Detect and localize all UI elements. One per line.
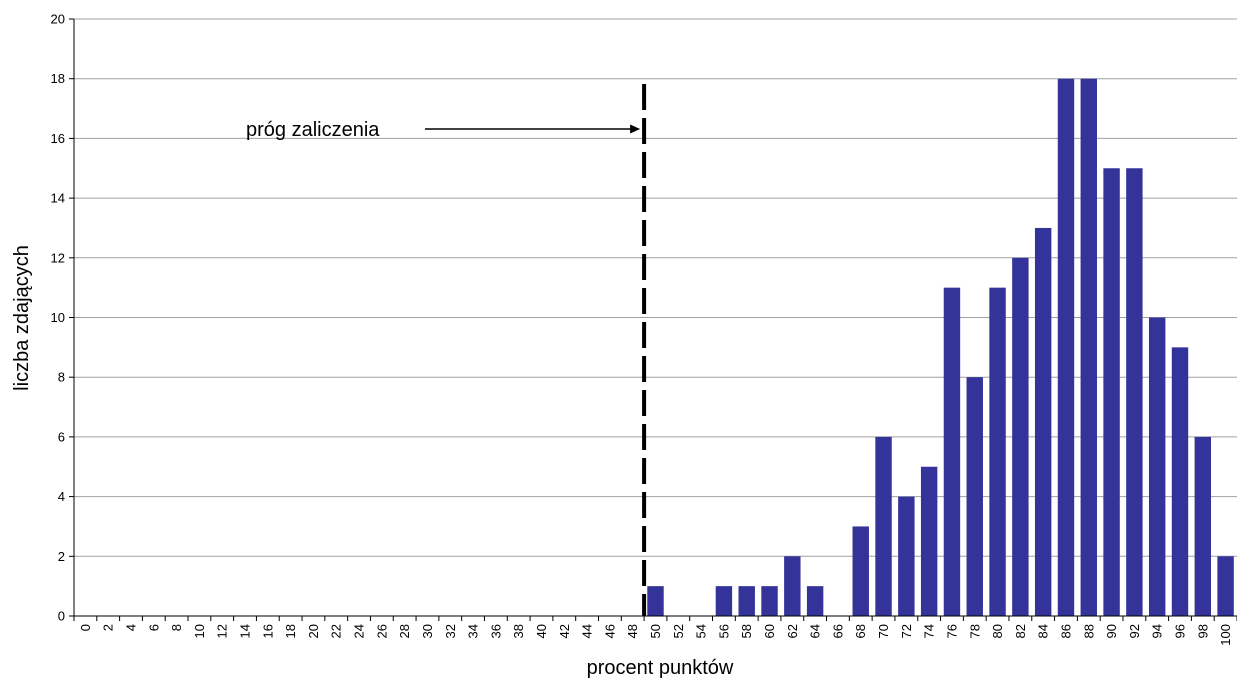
x-tick-label-64: 64 [808,624,823,638]
x-tick-label-20: 20 [306,624,321,638]
x-tick-label-74: 74 [922,624,937,638]
y-tick-label-10: 10 [51,310,65,325]
x-tick-label-82: 82 [1013,624,1028,638]
x-tick-label-100: 100 [1218,624,1233,646]
x-axis-title: procent punktów [587,657,734,679]
bar-96 [1171,347,1189,616]
annotation-arrow-head [630,124,641,134]
x-tick-label-94: 94 [1150,624,1165,638]
x-tick-label-44: 44 [580,624,595,638]
x-tick-label-18: 18 [283,624,298,638]
x-tick-label-96: 96 [1172,624,1187,638]
x-tick-label-4: 4 [124,624,139,631]
bar-70 [875,436,892,616]
x-tick-label-76: 76 [944,624,959,638]
bar-50 [647,586,664,616]
y-tick-label-0: 0 [58,609,65,624]
x-tick-label-58: 58 [739,624,754,638]
x-tick-label-60: 60 [762,624,777,638]
x-tick-label-8: 8 [169,624,184,631]
bar-78 [966,377,983,616]
y-tick-label-14: 14 [51,191,65,206]
x-tick-label-72: 72 [899,624,914,638]
bar-86 [1057,78,1075,616]
x-tick-label-10: 10 [192,624,207,638]
y-tick-label-2: 2 [58,549,65,564]
x-tick-label-36: 36 [488,624,503,638]
x-tick-label-12: 12 [215,624,230,638]
y-tick-labels: 0 2 4 6 8 10 12 14 16 18 20 [51,12,65,624]
x-tick-label-2: 2 [101,624,116,631]
x-tick-label-14: 14 [238,624,253,638]
x-tick-label-80: 80 [990,624,1005,638]
bar-80 [989,287,1006,616]
bar-56 [715,586,733,616]
x-tick-label-52: 52 [671,624,686,638]
x-tick-label-16: 16 [260,624,275,638]
bar-58 [738,586,755,616]
y-tick-label-8: 8 [58,370,65,385]
x-tick-label-42: 42 [557,624,572,638]
y-tick-label-20: 20 [51,12,65,27]
x-tick-label-32: 32 [443,624,458,638]
bar-88 [1080,78,1097,616]
x-tick-label-56: 56 [716,624,731,638]
x-tick-label-46: 46 [602,624,617,638]
gridlines [74,18,1237,557]
x-tick-label-34: 34 [466,624,481,638]
x-tick-label-78: 78 [967,624,982,638]
bars [647,78,1234,616]
y-tick-label-18: 18 [51,71,65,86]
x-tick-label-50: 50 [648,624,663,638]
bar-98 [1194,436,1212,616]
x-tick-label-30: 30 [420,624,435,638]
x-tick-label-28: 28 [397,624,412,638]
x-tick-label-98: 98 [1195,624,1210,638]
x-tick-label-70: 70 [876,624,891,638]
bar-84 [1034,227,1052,616]
y-tick-label-12: 12 [51,250,65,265]
x-tick-labels: 0 2 4 6 8 10 12 14 16 18 20 22 24 26 28 30 32 34 36 38 40 42 4… [78,624,1233,646]
x-tick-label-0: 0 [78,624,93,631]
annotation-label: próg zaliczenia [246,119,380,141]
y-tick-label-4: 4 [58,489,65,504]
bar-72 [898,496,915,616]
x-tick-label-68: 68 [853,624,868,638]
x-tick-label-62: 62 [785,624,800,638]
y-axis-title: liczba zdających [11,245,33,391]
bar-60 [761,586,778,616]
x-tick-label-88: 88 [1081,624,1096,638]
bar-64 [806,586,824,616]
threshold-annotation: próg zaliczenia [246,84,647,616]
x-tick-label-40: 40 [534,624,549,638]
x-tick-label-6: 6 [146,624,161,631]
bar-94 [1148,317,1166,616]
x-tick-label-38: 38 [511,624,526,638]
y-tick-label-6: 6 [58,429,65,444]
x-tick-label-54: 54 [694,624,709,638]
bar-90 [1103,168,1120,616]
axes [69,18,1237,621]
x-tick-label-24: 24 [352,624,367,638]
bar-100 [1217,556,1234,616]
bar-74 [920,466,938,616]
bar-82 [1012,257,1029,616]
x-tick-label-90: 90 [1104,624,1119,638]
bar-76 [943,287,961,616]
x-tick-label-92: 92 [1127,624,1142,638]
bar-62 [784,556,801,616]
x-tick-label-22: 22 [329,624,344,638]
x-tick-label-66: 66 [830,624,845,638]
y-tick-label-16: 16 [51,131,65,146]
bar-68 [852,526,869,616]
x-tick-label-84: 84 [1036,624,1051,638]
x-tick-label-26: 26 [374,624,389,638]
x-tick-label-48: 48 [625,624,640,638]
x-tick-label-86: 86 [1058,624,1073,638]
bar-92 [1126,168,1143,616]
